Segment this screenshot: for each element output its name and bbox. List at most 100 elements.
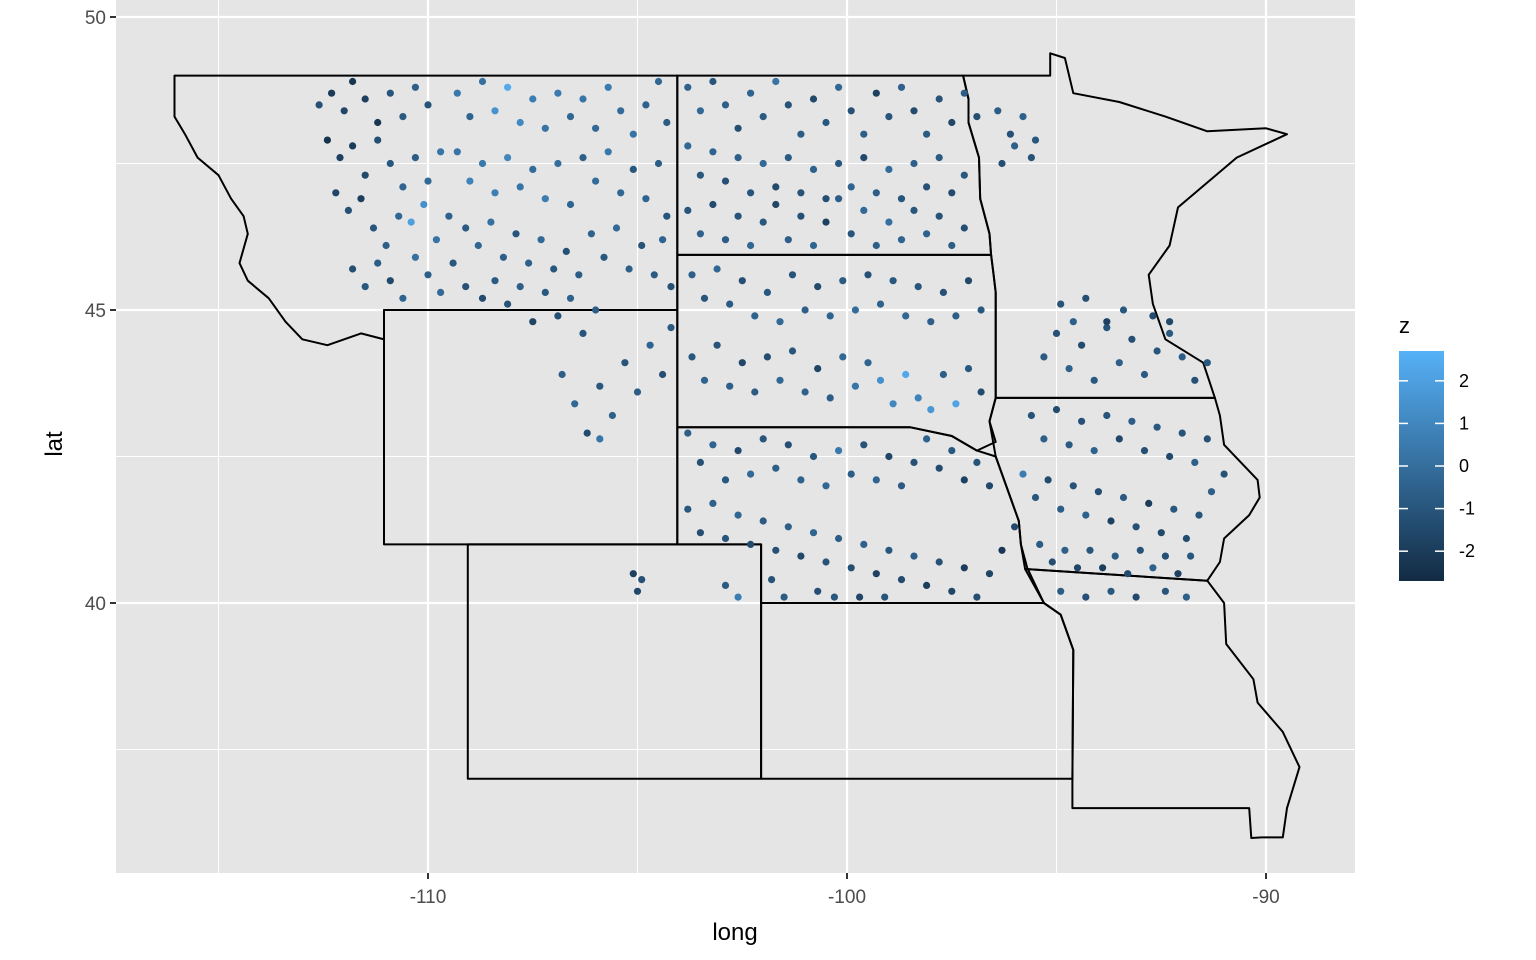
station-point: [948, 189, 956, 197]
station-point: [910, 107, 918, 115]
station-point: [696, 171, 705, 179]
station-point: [835, 83, 843, 91]
station-point: [864, 359, 872, 367]
station-point: [747, 189, 755, 197]
station-point: [629, 130, 637, 138]
station-point: [696, 458, 705, 466]
station-point: [696, 230, 705, 238]
station-point: [856, 593, 864, 601]
station-point: [340, 107, 348, 115]
station-point: [734, 511, 742, 519]
station-point: [872, 570, 880, 578]
station-point: [684, 142, 692, 150]
station-point: [386, 159, 394, 168]
station-point: [889, 400, 897, 408]
station-point: [357, 195, 365, 203]
station-point: [772, 77, 780, 86]
station-point: [684, 206, 692, 214]
station-point: [537, 236, 545, 244]
station-point: [860, 441, 868, 449]
station-point: [424, 101, 432, 109]
station-point: [923, 435, 931, 443]
station-point: [860, 206, 868, 214]
station-point: [654, 77, 663, 86]
station-point: [474, 241, 482, 250]
station-point: [504, 83, 512, 91]
station-point: [876, 376, 885, 384]
station-point: [1011, 523, 1019, 531]
station-point: [994, 107, 1002, 115]
station-point: [977, 306, 985, 314]
station-point: [751, 388, 759, 396]
station-point: [328, 89, 336, 97]
station-point: [1019, 470, 1027, 478]
station-point: [592, 177, 600, 185]
station-point: [851, 382, 860, 390]
station-point: [437, 288, 445, 296]
station-point: [923, 130, 931, 138]
station-point: [344, 206, 352, 214]
station-point: [1128, 335, 1136, 343]
station-point: [349, 77, 357, 86]
station-point: [504, 300, 512, 308]
station-point: [923, 230, 931, 238]
station-point: [512, 230, 520, 238]
station-point: [860, 154, 868, 162]
station-point: [411, 253, 419, 261]
station-point: [784, 154, 792, 162]
y-axis: 40 45 50: [85, 8, 116, 615]
station-point: [1220, 470, 1228, 478]
station-point: [1140, 447, 1149, 455]
station-point: [700, 294, 709, 302]
station-point: [809, 95, 818, 103]
station-point: [554, 312, 562, 320]
colorbar-label: 1: [1459, 413, 1469, 433]
station-point: [960, 171, 968, 179]
colorbar-ticks: 2 1 0 -1 -2: [1399, 371, 1475, 561]
station-point: [1187, 552, 1195, 560]
station-point: [809, 241, 818, 250]
station-point: [1178, 429, 1186, 437]
station-point: [973, 458, 981, 466]
station-point: [1178, 353, 1186, 361]
station-point: [721, 581, 730, 590]
station-point: [633, 587, 642, 595]
station-point: [835, 195, 843, 203]
station-point: [516, 283, 524, 291]
station-point: [1132, 593, 1140, 601]
station-point: [583, 429, 591, 437]
state-outline-iowa: [988, 396, 1261, 582]
station-point: [1069, 482, 1077, 490]
state-outline-minnesota: [962, 52, 1288, 399]
station-point: [881, 593, 889, 601]
color-legend: z 2 1 0 -1 -2: [1399, 313, 1475, 581]
station-point: [491, 189, 499, 197]
station-point: [910, 206, 918, 214]
station-point: [747, 241, 755, 250]
station-point: [923, 183, 931, 191]
station-point: [780, 593, 788, 601]
station-point: [1073, 564, 1082, 572]
station-point: [826, 312, 834, 320]
station-point: [1019, 113, 1027, 121]
station-point: [659, 370, 667, 379]
station-point: [830, 593, 839, 601]
station-point: [541, 288, 549, 296]
station-point: [709, 200, 717, 209]
station-point: [399, 113, 407, 121]
station-point: [872, 476, 880, 484]
station-point: [554, 89, 562, 97]
station-point: [638, 241, 646, 250]
station-point: [713, 265, 721, 273]
station-point: [604, 148, 612, 156]
station-point: [734, 154, 742, 162]
station-point: [1061, 546, 1069, 554]
station-point: [851, 306, 860, 314]
station-point: [709, 441, 717, 449]
station-point: [839, 353, 847, 361]
station-point: [872, 189, 880, 197]
station-point: [734, 593, 742, 601]
station-point: [420, 200, 428, 209]
station-point: [688, 271, 696, 279]
